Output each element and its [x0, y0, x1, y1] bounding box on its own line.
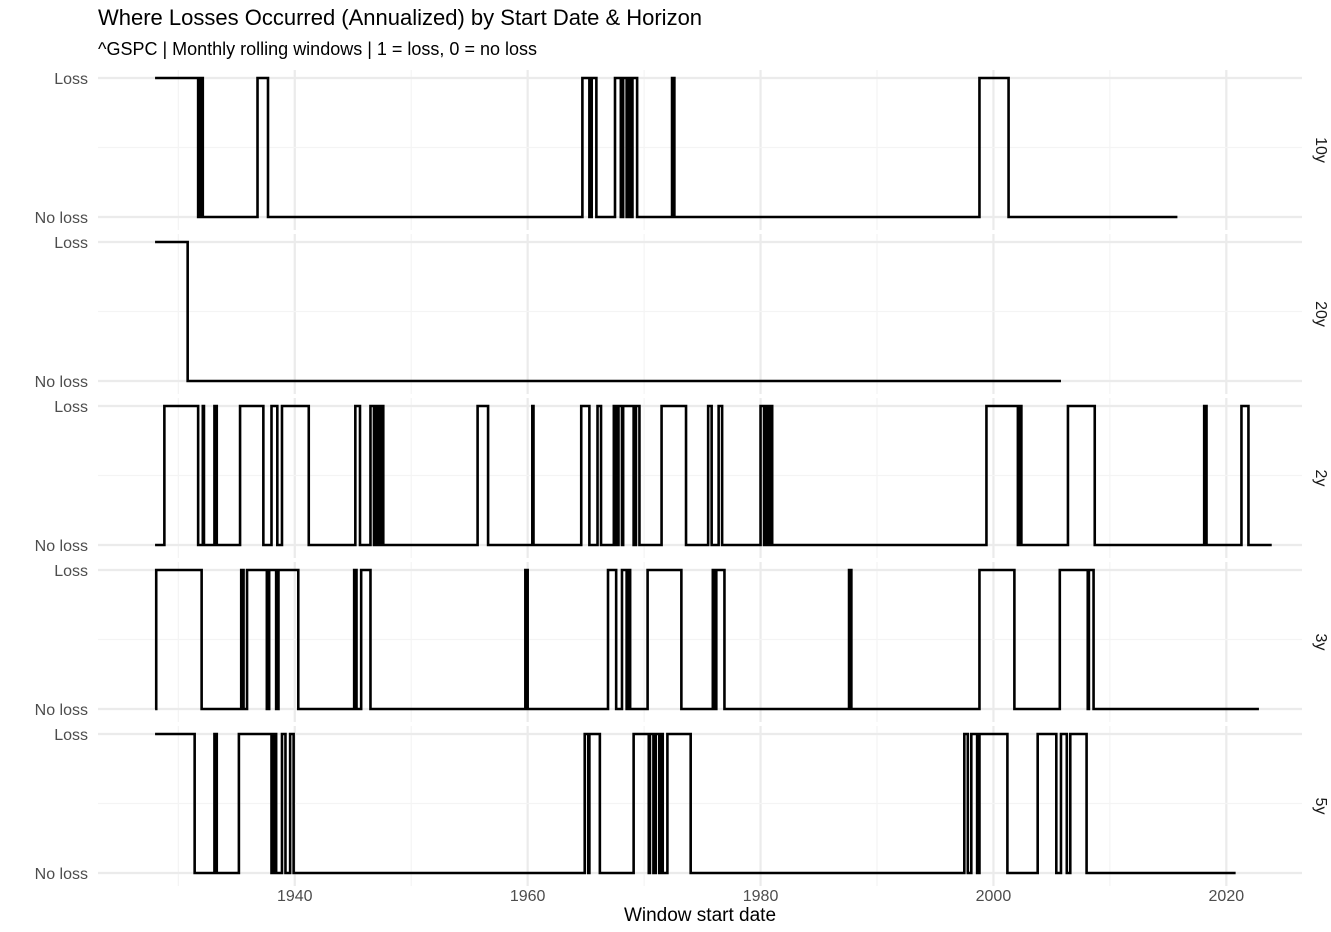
series-line-5y [155, 732, 1236, 875]
x-tick-label-2000: 2000 [976, 888, 1012, 905]
facet-label-10y: 10y [1312, 137, 1329, 163]
series-line-2y [155, 404, 1272, 547]
x-axis-label: Window start date [623, 905, 777, 926]
chart-title: Where Losses Occurred (Annualized) by St… [98, 5, 703, 30]
y-tick-label-noloss-2y: No loss [35, 538, 88, 555]
y-tick-label-noloss-5y: No loss [35, 866, 88, 883]
y-tick-label-noloss-10y: No loss [35, 210, 88, 227]
y-tick-label-loss-10y: Loss [54, 71, 88, 88]
x-tick-label-1960: 1960 [510, 888, 546, 905]
x-tick-label-1980: 1980 [743, 888, 779, 905]
y-tick-label-loss-5y: Loss [54, 727, 88, 744]
series-line-20y [155, 240, 1061, 383]
x-tick-label-2020: 2020 [1209, 888, 1245, 905]
y-tick-label-noloss-20y: No loss [35, 374, 88, 391]
series-line-3y [154, 568, 1259, 711]
facet-label-20y: 20y [1312, 301, 1329, 327]
y-tick-label-loss-3y: Loss [54, 563, 88, 580]
chart-subtitle: ^GSPC | Monthly rolling windows | 1 = lo… [98, 39, 537, 59]
y-tick-label-noloss-3y: No loss [35, 702, 88, 719]
facet-label-5y: 5y [1312, 798, 1329, 815]
facet-label-2y: 2y [1312, 470, 1329, 487]
facet-label-3y: 3y [1312, 634, 1329, 651]
series-line-10y [155, 76, 1178, 219]
y-tick-label-loss-2y: Loss [54, 399, 88, 416]
x-tick-label-1940: 1940 [277, 888, 313, 905]
y-tick-label-loss-20y: Loss [54, 235, 88, 252]
